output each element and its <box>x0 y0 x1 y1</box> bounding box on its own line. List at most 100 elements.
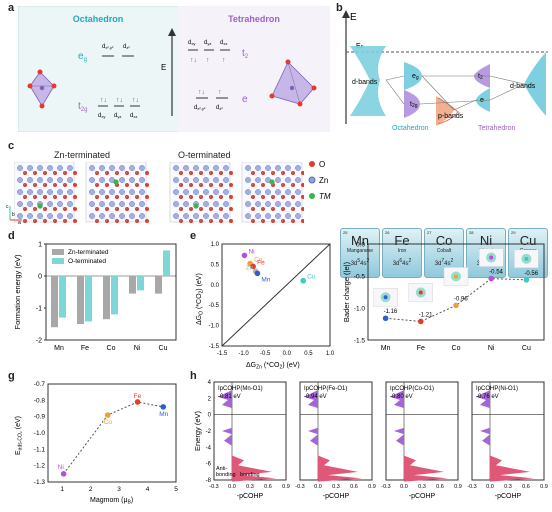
point-mn <box>382 315 389 322</box>
bar-co-o <box>111 276 118 315</box>
point-label: Cu <box>307 274 316 281</box>
x-tick-label: Mn <box>381 345 391 352</box>
zn-atom <box>139 165 145 171</box>
x-tick-label: Co <box>452 345 461 352</box>
point-cu <box>523 277 530 283</box>
legend-label: O-terminated <box>68 258 106 265</box>
x-tick-label: 0.0 <box>283 351 292 357</box>
point-ni <box>241 252 248 259</box>
parity-line <box>221 243 331 347</box>
zn-atom <box>67 165 73 171</box>
bonding-area <box>490 455 534 482</box>
y-tick-label: -1.0 <box>209 324 220 330</box>
o-atom <box>73 207 77 211</box>
x-tick-label: 0.0 <box>486 484 494 490</box>
y-tick-label: 0.5 <box>211 262 220 268</box>
e-band <box>476 88 490 112</box>
y-tick-label: -0.5 <box>354 274 366 281</box>
antibonding-area <box>222 427 232 446</box>
panel-label-c: c <box>8 140 15 152</box>
zn-atom <box>223 177 229 183</box>
o-atom <box>229 207 233 211</box>
svg-text:dyz: dyz <box>114 113 121 119</box>
svg-text:↑↓: ↑↓ <box>190 57 197 64</box>
y-tick-label: -0.7 <box>34 381 46 388</box>
pbands <box>436 96 454 126</box>
o-atom <box>301 207 304 211</box>
bar-co-zn <box>103 276 110 320</box>
panel-label-b: b <box>336 2 343 14</box>
chart-pcohp: -0.3 0.0 0.3 0.6 0.9 -pCOHP IpCOHP(Mn-O1) -0.81… <box>193 380 548 500</box>
o-atom <box>145 195 149 199</box>
zn-atom <box>67 213 73 219</box>
antibonding-area <box>304 390 318 409</box>
eg-band <box>404 62 422 90</box>
point-label: Co <box>104 419 113 426</box>
octahedron-icon <box>27 69 57 109</box>
x-tick-label: 0.0 <box>400 484 408 490</box>
chart-delta-g: -1.5 -1.0 -0.5 0.0 0.5 1.0 1.0 0.5 0.0 -0.5 -1.0 -1… <box>196 242 335 370</box>
antibonding-area <box>476 390 490 409</box>
antibonding-area <box>218 390 232 409</box>
zn-atom <box>139 213 145 219</box>
y-tick-label: -0.5 <box>209 303 220 309</box>
y-tick-label: 2 <box>208 396 212 402</box>
y-axis-label: Energy (eV) <box>193 410 202 451</box>
svg-text:p-bands: p-bands <box>438 113 464 120</box>
x-tick-label: Co <box>107 345 116 352</box>
o-atom <box>301 171 304 175</box>
point-co <box>453 302 459 309</box>
dbands-left <box>350 46 386 116</box>
energy-label-b: E <box>350 12 357 23</box>
bonding-area <box>232 455 276 482</box>
x-axis-label: -pCOHP <box>495 493 522 500</box>
plot-frame <box>47 383 177 483</box>
x-tick-label: 0.9 <box>282 484 290 490</box>
element-card-mn: 25 Mn Manganese 3d54s2 <box>340 228 380 278</box>
o-terminated-title: O-terminated <box>178 150 231 160</box>
x-tick-label: 5 <box>174 486 178 493</box>
point-ni <box>488 275 494 282</box>
antibonding-area <box>394 427 404 446</box>
point-cu <box>300 277 307 284</box>
point-label: Ni <box>58 464 64 471</box>
antibonding-area <box>480 427 490 446</box>
x-tick-label: Cu <box>159 345 168 352</box>
chart-magmom: 1 2 3 4 5 -0.7 -0.8 -0.9 -1.0 -1.1 -1.2 -1.3 Ni Co Fe M… <box>15 381 178 506</box>
x-tick-label: -0.3 <box>295 484 304 490</box>
octahedron-label-b: Octahedron <box>392 125 429 132</box>
panel-label-a: a <box>8 2 15 14</box>
o-atom <box>73 219 77 223</box>
plot-frame <box>221 243 331 347</box>
x-tick-label: 1 <box>60 486 64 493</box>
svg-text:dyz: dyz <box>204 40 211 46</box>
panel-label-e: e <box>190 230 197 242</box>
legend-o-icon <box>309 161 315 167</box>
x-axis-label: -pCOHP <box>409 493 436 500</box>
tetrahedron-icon <box>269 59 317 107</box>
svg-text:dz²: dz² <box>216 105 223 111</box>
zn-atom <box>223 201 229 207</box>
svg-text:d-bands: d-bands <box>510 83 536 90</box>
o-atom <box>229 183 233 187</box>
y-tick-label: -0.9 <box>34 414 46 421</box>
bonding-area <box>318 455 362 482</box>
y-tick-label: -8 <box>206 478 212 484</box>
svg-text:↑↓: ↑↓ <box>198 89 205 96</box>
svg-text:Zn: Zn <box>319 176 328 185</box>
svg-text:O: O <box>319 160 325 169</box>
e-label: e <box>242 94 248 105</box>
point-mn <box>160 404 166 410</box>
x-tick-label: Cu <box>522 345 531 352</box>
antibonding-area <box>308 427 318 446</box>
t2g-label: t2g <box>78 101 87 113</box>
point-label: Zn <box>246 264 254 271</box>
x-tick-label: Ni <box>134 345 141 352</box>
x-tick-label: 0.6 <box>522 484 530 490</box>
bar-cu-zn <box>155 276 162 294</box>
y-tick-label: -1.0 <box>34 430 46 437</box>
svg-text:↑↓: ↑↓ <box>132 97 139 104</box>
atomic-number: 25 <box>343 230 348 235</box>
ipcohp-value: -0.76 eV <box>476 394 499 400</box>
legend-swatch <box>52 249 64 255</box>
